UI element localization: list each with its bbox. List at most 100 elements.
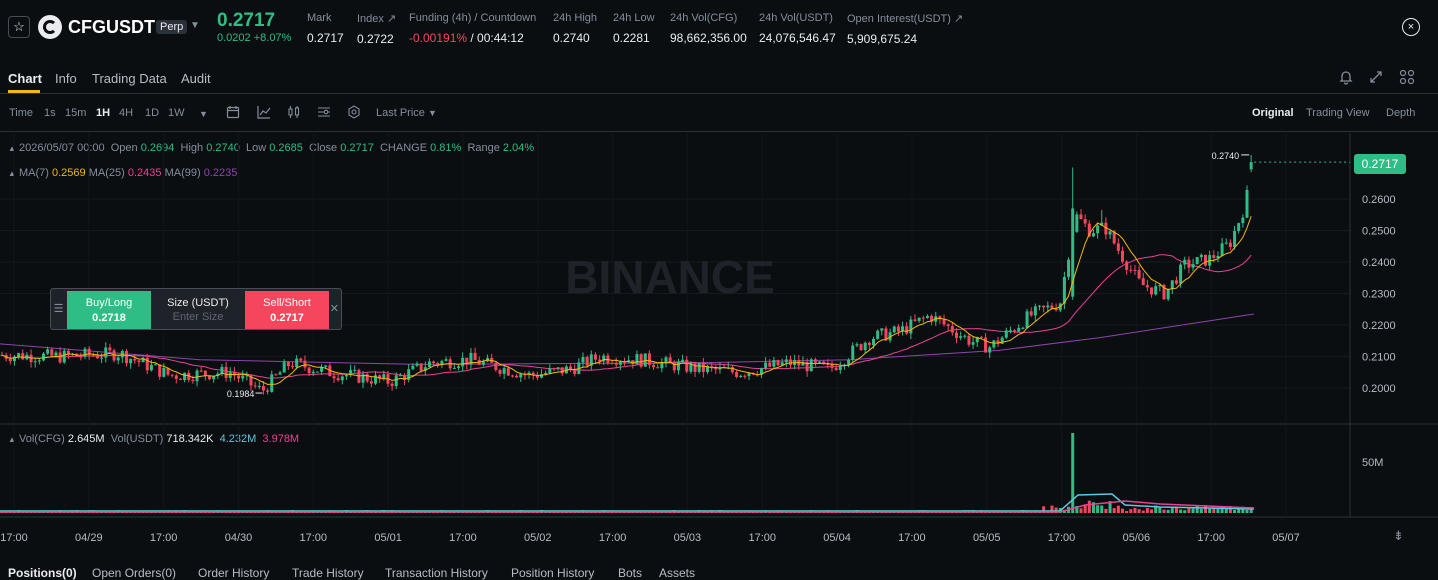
tab-chart[interactable]: Chart (8, 71, 42, 86)
buy-long-button[interactable]: Buy/Long 0.2718 (67, 291, 151, 329)
bell-icon[interactable] (1337, 69, 1355, 87)
drag-handle-icon[interactable]: ☰ (53, 303, 64, 315)
quick-order-widget: ☰ Buy/Long 0.2718 Size (USDT) Sell/Short… (50, 288, 342, 330)
tab-open-orders[interactable]: Open Orders(0) (92, 566, 177, 580)
candle-body (892, 326, 896, 333)
tab-assets[interactable]: Assets (659, 566, 696, 580)
price-type-select[interactable]: Last Price ▼ (376, 107, 437, 119)
interval-15m[interactable]: 15m (65, 107, 87, 119)
low-value: 0.2685 (269, 142, 303, 154)
candle-body (432, 361, 436, 364)
interval-4h[interactable]: 4H (119, 107, 134, 119)
candle-body (145, 357, 149, 371)
close-icon[interactable]: × (1402, 18, 1420, 36)
candle-body (315, 371, 319, 373)
stat-open-interest[interactable]: Open Interest(USDT) ↗ 5,909,675.24 (847, 12, 963, 46)
volume-bar (1100, 505, 1104, 513)
view-depth[interactable]: Depth (1386, 107, 1416, 119)
vol-cfg-label: Vol(CFG) (18, 433, 65, 445)
candle-body (544, 372, 548, 375)
gear-icon[interactable] (347, 105, 361, 122)
volume-bar (1145, 507, 1149, 513)
funding-countdown: / 00:44:12 (467, 31, 524, 45)
interval-1s[interactable]: 1s (44, 107, 56, 119)
vol-usdt-label: Vol(USDT) (110, 433, 164, 445)
interval-1h[interactable]: 1H (96, 107, 111, 119)
candle-body (394, 375, 398, 387)
candle-body (12, 356, 16, 362)
candle-body (353, 369, 357, 371)
candle-body (668, 357, 672, 363)
view-original[interactable]: Original (1252, 107, 1294, 119)
tab-bots[interactable]: Bots (618, 566, 643, 580)
y-tick-label: 0.2200 (1362, 320, 1396, 332)
candle-body (876, 330, 880, 339)
candle-body (1237, 223, 1241, 231)
volume-bar (1091, 502, 1095, 513)
volume-bar (1129, 509, 1133, 513)
ma7-path (1, 216, 1252, 385)
volume-ma-b (0, 500, 1255, 513)
collapse-caret-icon[interactable]: ▲ (8, 144, 16, 153)
tab-position-history[interactable]: Position History (511, 566, 595, 580)
candle-body (1220, 243, 1224, 256)
tab-info[interactable]: Info (55, 71, 77, 86)
favorite-star-icon[interactable]: ☆ (8, 16, 30, 38)
candle-body (581, 357, 585, 363)
candle-body (830, 363, 834, 368)
sell-short-button[interactable]: Sell/Short 0.2717 (245, 291, 329, 329)
calendar-icon[interactable] (226, 105, 240, 122)
candlestick-type-icon[interactable] (287, 105, 301, 122)
candle-body (494, 362, 498, 371)
tab-transaction-history[interactable]: Transaction History (385, 566, 488, 580)
interval-1d[interactable]: 1D (145, 107, 160, 119)
symbol-name[interactable]: CFGUSDT (68, 17, 155, 37)
view-trading-view[interactable]: Trading View (1306, 107, 1370, 119)
price-chart[interactable]: BINANCE 0.26000.25000.24000.23000.22000.… (0, 133, 1438, 545)
candle-body (510, 375, 514, 377)
candle-body (1091, 233, 1095, 237)
interval-more-caret-icon[interactable]: ▼ (199, 109, 208, 119)
change-label: CHANGE (379, 142, 428, 154)
expand-icon[interactable] (1367, 69, 1385, 87)
candle-body (1174, 280, 1178, 284)
candle-body (589, 354, 593, 366)
chart-settings-icon[interactable] (317, 105, 331, 122)
candle-body (639, 354, 643, 367)
caret-down-icon[interactable]: ▼ (190, 20, 200, 31)
layout-grid-icon[interactable] (1398, 69, 1416, 87)
collapse-caret-icon[interactable]: ▲ (8, 435, 16, 444)
candle-body (863, 342, 867, 350)
tab-positions[interactable]: Positions(0) (8, 566, 77, 580)
tab-audit[interactable]: Audit (181, 71, 211, 86)
volume-bar (1245, 509, 1249, 513)
candle-body (83, 348, 87, 357)
candle-body (867, 342, 871, 346)
interval-1w[interactable]: 1W (168, 107, 185, 119)
candle-body (1129, 269, 1133, 271)
ma7-line (1, 216, 1252, 385)
candle-body (975, 336, 979, 343)
x-tick-label: 17:00 (300, 532, 328, 544)
size-input[interactable] (158, 311, 238, 323)
collapse-caret-icon[interactable]: ▲ (8, 169, 16, 178)
tab-trade-history[interactable]: Trade History (292, 566, 364, 580)
stat-index[interactable]: Index ↗ 0.2722 (357, 12, 396, 46)
volume-bar (1220, 506, 1224, 513)
candle-body (921, 317, 925, 319)
candle-body (374, 375, 377, 384)
funding-rate: -0.00191% (409, 31, 468, 45)
candle-body (1083, 219, 1087, 224)
close-icon[interactable]: ✕ (329, 303, 339, 315)
candle-body (187, 372, 191, 380)
candle-body (286, 362, 290, 367)
tab-trading-data[interactable]: Trading Data (92, 71, 167, 86)
candle-body (569, 366, 573, 369)
indicator-line-icon[interactable] (257, 105, 271, 122)
candle-body (203, 370, 207, 376)
time-label[interactable]: Time (9, 107, 34, 119)
candle-body (320, 366, 324, 372)
tab-order-history[interactable]: Order History (198, 566, 270, 580)
candle-body (411, 365, 415, 370)
candle-body (872, 338, 875, 346)
